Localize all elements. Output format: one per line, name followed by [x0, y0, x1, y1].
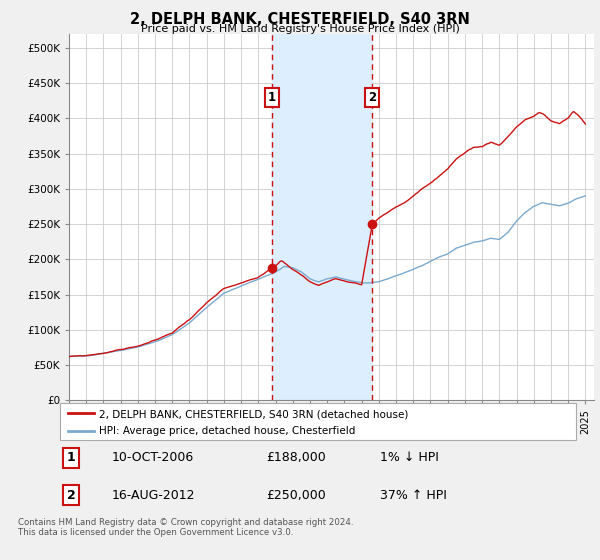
Text: 2: 2: [368, 91, 376, 104]
Bar: [272, 34, 372, 400]
Text: 16-AUG-2012: 16-AUG-2012: [112, 489, 195, 502]
Text: 1% ↓ HPI: 1% ↓ HPI: [380, 451, 439, 464]
Text: Contains HM Land Registry data © Crown copyright and database right 2024.
This d: Contains HM Land Registry data © Crown c…: [18, 518, 353, 538]
Text: 37% ↑ HPI: 37% ↑ HPI: [380, 489, 447, 502]
Text: 1: 1: [268, 91, 276, 104]
Text: 2, DELPH BANK, CHESTERFIELD, S40 3RN (detached house): 2, DELPH BANK, CHESTERFIELD, S40 3RN (de…: [98, 409, 408, 419]
Text: £188,000: £188,000: [266, 451, 326, 464]
Text: 10-OCT-2006: 10-OCT-2006: [112, 451, 194, 464]
Text: 2: 2: [67, 489, 76, 502]
Text: 2, DELPH BANK, CHESTERFIELD, S40 3RN: 2, DELPH BANK, CHESTERFIELD, S40 3RN: [130, 12, 470, 27]
Text: HPI: Average price, detached house, Chesterfield: HPI: Average price, detached house, Ches…: [98, 426, 355, 436]
Text: Price paid vs. HM Land Registry's House Price Index (HPI): Price paid vs. HM Land Registry's House …: [140, 24, 460, 34]
Text: 1: 1: [67, 451, 76, 464]
Text: £250,000: £250,000: [266, 489, 326, 502]
